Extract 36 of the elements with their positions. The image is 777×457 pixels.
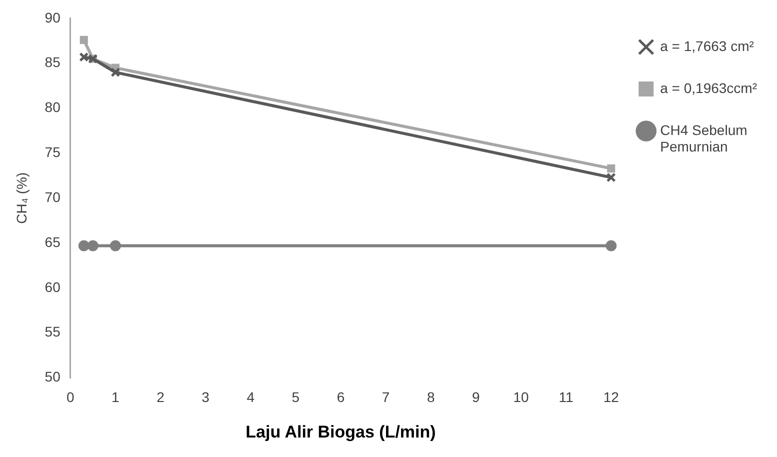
legend-label: a = 1,7663 cm² xyxy=(660,38,754,54)
x-axis-title: Laju Alir Biogas (L/min) xyxy=(246,422,436,442)
x-tick-label: 1 xyxy=(112,389,120,406)
y-tick-label: 90 xyxy=(44,9,61,26)
x-tick-label: 7 xyxy=(382,389,390,406)
point xyxy=(78,240,90,252)
x-tick-label: 8 xyxy=(426,389,435,406)
x-tick-label: 12 xyxy=(603,389,620,406)
x-tick-label: 2 xyxy=(156,389,165,406)
y-tick-label: 50 xyxy=(44,368,61,385)
y-tick-label: 80 xyxy=(44,99,61,116)
point xyxy=(606,172,616,182)
point xyxy=(80,36,88,44)
y-tick-label: 85 xyxy=(44,54,61,70)
y-tick-label: 70 xyxy=(44,188,61,205)
point xyxy=(110,68,120,78)
y-axis-title: CH₄ (%) xyxy=(13,172,30,224)
point xyxy=(607,164,616,172)
x-tick-label: 10 xyxy=(513,389,529,406)
x-tick-label: 11 xyxy=(558,389,574,406)
x-tick-label: 6 xyxy=(336,389,345,406)
y-tick-label: 75 xyxy=(44,144,61,160)
point xyxy=(110,240,121,252)
x-tick-label: 9 xyxy=(472,389,480,406)
legend-label: a = 0,1963ccm² xyxy=(660,80,758,96)
x-tick-label: 4 xyxy=(246,389,255,406)
point xyxy=(87,240,98,252)
y-tick-label: 65 xyxy=(44,234,61,250)
y-tick-label: 60 xyxy=(44,278,61,295)
y-tick-label: 55 xyxy=(44,324,61,340)
x-tick-label: 5 xyxy=(292,389,300,406)
point xyxy=(606,240,617,252)
x-tick-label: 0 xyxy=(66,389,74,406)
legend-label: CH4 Sebelum Pemurnian xyxy=(660,122,748,155)
x-tick-label: 3 xyxy=(202,389,210,406)
point xyxy=(79,52,89,62)
